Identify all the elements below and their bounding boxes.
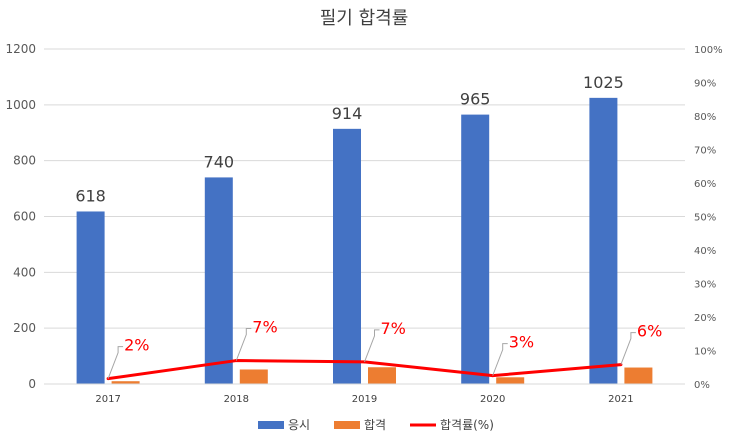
bar-series: [76, 97, 653, 385]
y-left-tick-label: 1000: [5, 98, 36, 112]
y-right-tick-label: 70%: [694, 146, 716, 157]
bar-data-label: 618: [75, 186, 106, 205]
legend: 응시 합격 합격률(%): [258, 418, 494, 432]
y-left-tick-label: 0: [28, 377, 36, 391]
bar-applicants: [76, 211, 105, 384]
x-tick-label: 2017: [95, 394, 120, 405]
rate-data-label: 3%: [509, 333, 534, 352]
bar-data-label: 914: [332, 104, 363, 123]
bar-data-label: 965: [460, 90, 491, 109]
bar-passed: [239, 369, 268, 384]
y-right-tick-label: 40%: [694, 246, 716, 257]
bar-data-label: 740: [204, 152, 235, 171]
bar-data-label: 1025: [583, 73, 624, 92]
bar-applicants: [461, 114, 490, 385]
y-left-tick-label: 1200: [5, 42, 36, 56]
x-axis: 2017 2018 2019 2020 2021: [44, 383, 685, 405]
chart-title: 필기 합격률: [320, 8, 409, 29]
bar-passed: [368, 367, 396, 384]
rate-leader-line: [107, 346, 124, 379]
bar-passed: [624, 367, 653, 384]
x-tick-label: 2019: [352, 394, 377, 405]
x-tick-label: 2018: [224, 394, 249, 405]
rate-leader-line: [492, 343, 508, 376]
rate-data-label: 7%: [252, 318, 277, 337]
bar-passed: [496, 377, 525, 384]
y-right-tick-label: 60%: [694, 179, 716, 190]
y-right-tick-label: 90%: [694, 79, 716, 90]
y-left-tick-label: 600: [13, 210, 36, 224]
legend-label: 합격률(%): [440, 418, 494, 432]
legend-label: 합격: [364, 418, 386, 432]
legend-swatch: [258, 421, 284, 429]
rate-leader-line: [620, 332, 636, 365]
y-right-tick-label: 100%: [694, 45, 723, 56]
rate-data-label: 7%: [381, 319, 406, 338]
y-right-tick-label: 0%: [694, 380, 710, 391]
rate-data-label: 6%: [637, 322, 662, 341]
y-right-tick-label: 30%: [694, 280, 716, 291]
y-right-tick-label: 50%: [694, 213, 716, 224]
y-axis-right: 0% 10% 20% 30% 40% 50% 60% 70% 80% 90% 100%: [694, 45, 723, 391]
y-left-tick-label: 200: [13, 321, 36, 335]
bar-applicants: [333, 128, 361, 384]
rate-leader-line: [235, 328, 252, 361]
y-left-tick-label: 400: [13, 265, 36, 279]
y-right-tick-label: 80%: [694, 112, 716, 123]
bar-applicants: [589, 97, 618, 385]
data-labels: 618 740 914 965 1025 2% 7% 7% 3% 6%: [75, 73, 662, 379]
rate-data-label: 2%: [124, 336, 149, 355]
line-series: [106, 359, 623, 381]
legend-label: 응시: [288, 418, 310, 432]
bar-passed: [111, 381, 140, 384]
y-left-tick-label: 800: [13, 154, 36, 168]
x-tick-label: 2021: [608, 394, 633, 405]
y-axis-left: 0 200 400 600 800 1000 1200: [5, 42, 36, 391]
gridlines: [44, 48, 685, 385]
legend-swatch: [334, 421, 360, 429]
x-tick-label: 2020: [480, 394, 505, 405]
rate-leader-line: [364, 329, 380, 363]
bar-applicants: [204, 177, 233, 384]
y-right-tick-label: 10%: [694, 347, 716, 358]
y-right-tick-label: 20%: [694, 313, 716, 324]
